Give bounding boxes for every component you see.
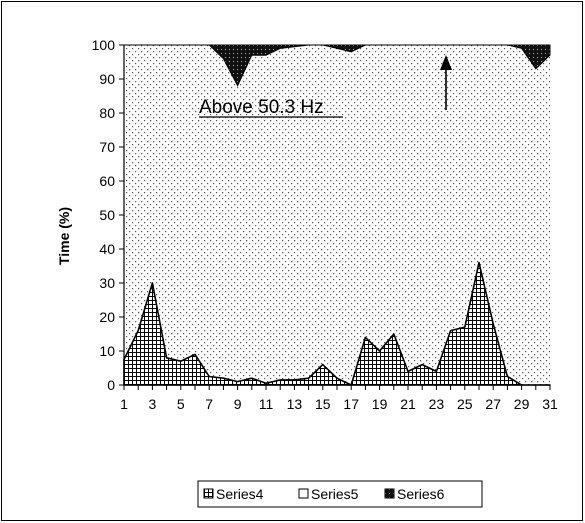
x-tick-label: 29: [514, 396, 530, 412]
y-tick-label: 20: [99, 309, 115, 325]
x-tick-label: 19: [372, 396, 388, 412]
legend-label: Series6: [397, 486, 445, 502]
legend-box: [197, 480, 483, 508]
series6-area: [124, 44, 551, 87]
x-tick-label: 11: [259, 396, 274, 412]
y-tick-label: 80: [99, 105, 115, 121]
legend-swatch: [203, 488, 214, 499]
y-tick-label: 70: [99, 139, 115, 155]
x-tick-label: 27: [485, 396, 501, 412]
x-tick-label: 15: [315, 396, 331, 412]
y-tick-label: 100: [92, 37, 116, 53]
y-tick-label: 50: [99, 207, 115, 223]
up-arrow-icon: [440, 55, 452, 110]
legend-swatch: [384, 488, 395, 499]
x-tick-label: 5: [177, 396, 185, 412]
x-tick-label: 7: [205, 396, 213, 412]
annotation-label: Above 50.3 Hz: [199, 97, 324, 118]
legend: Series4 Series5 Series6: [197, 480, 483, 508]
x-tick-label: 9: [234, 396, 242, 412]
x-tick-label: 21: [400, 396, 416, 412]
x-tick-label: 17: [343, 396, 359, 412]
x-tick-label: 13: [287, 396, 303, 412]
x-tick-label: 1: [120, 396, 128, 412]
x-tick-label: 31: [542, 396, 558, 412]
y-tick-label: 0: [107, 377, 115, 393]
legend-label: Series5: [311, 486, 359, 502]
y-tick-label: 30: [99, 275, 115, 291]
y-tick-label: 10: [99, 343, 115, 359]
series4-area: [123, 261, 551, 386]
y-tick-label: 90: [99, 71, 115, 87]
legend-label: Series4: [216, 486, 264, 502]
x-tick-label: 23: [429, 396, 445, 412]
y-tick-label: 40: [99, 241, 115, 257]
annotation: Above 50.3 Hz: [199, 55, 452, 118]
legend-swatch: [298, 488, 309, 499]
y-axis-title: Time (%): [56, 207, 72, 265]
y-tick-label: 60: [99, 173, 115, 189]
x-tick-label: 25: [457, 396, 473, 412]
x-tick-label: 3: [149, 396, 157, 412]
